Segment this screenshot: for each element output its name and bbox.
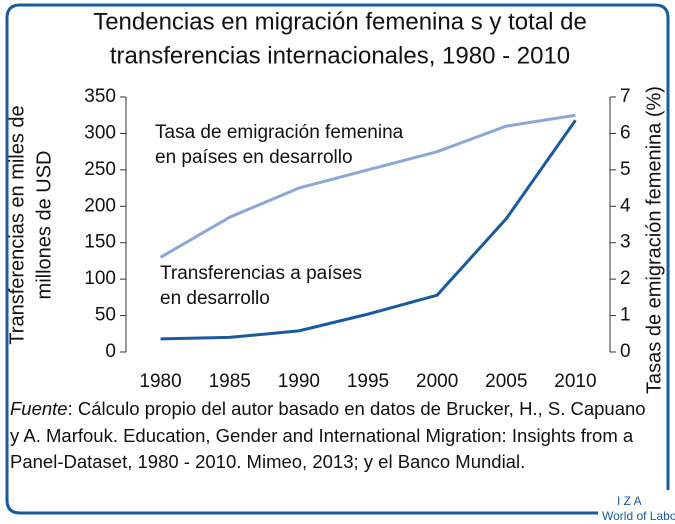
logo: World of Labor bbox=[602, 509, 675, 523]
x-tick-label: 2010 bbox=[554, 371, 596, 392]
x-tick-label: 1985 bbox=[209, 371, 251, 392]
y2-tick-label: 1 bbox=[620, 305, 631, 326]
y2-tick-label: 5 bbox=[620, 159, 631, 180]
chart-title: transferencias internacionales, 1980 - 2… bbox=[110, 42, 570, 69]
logo: I Z A bbox=[617, 494, 642, 508]
x-tick-label: 1980 bbox=[139, 371, 181, 392]
y-tick-label: 200 bbox=[84, 195, 116, 216]
y-tick-label: 350 bbox=[84, 86, 116, 107]
annotation: en desarrollo bbox=[160, 288, 270, 309]
y2-tick-label: 4 bbox=[620, 195, 631, 216]
y-tick-label: 150 bbox=[84, 232, 116, 253]
y-tick-label: 100 bbox=[84, 268, 116, 289]
y-tick-label: 50 bbox=[95, 305, 116, 326]
annotation: Transferencias a países bbox=[160, 263, 362, 284]
x-tick-label: 2005 bbox=[485, 371, 527, 392]
x-tick-label: 1990 bbox=[278, 371, 320, 392]
y2-tick-label: 7 bbox=[620, 86, 631, 107]
frame bbox=[5, 3, 670, 515]
x-tick-label: 2000 bbox=[416, 371, 458, 392]
y-axis-label: millones de USD bbox=[33, 151, 55, 300]
x-tick-label: 1995 bbox=[347, 371, 389, 392]
source-label: Fuente bbox=[10, 398, 68, 419]
annotation: Tasa de emigración femenina bbox=[155, 122, 404, 143]
line-series bbox=[159, 113, 576, 259]
y2-axis-label: Tasas de emigración femenina (%) bbox=[643, 86, 665, 394]
y2-tick-label: 0 bbox=[620, 341, 631, 362]
chart-title: Tendencias en migración femenina s y tot… bbox=[93, 8, 587, 35]
y2-tick-label: 2 bbox=[620, 268, 631, 289]
annotation: en países en desarrollo bbox=[155, 147, 353, 168]
line-series bbox=[160, 119, 577, 341]
y-tick-label: 0 bbox=[105, 341, 116, 362]
y2-tick-label: 6 bbox=[620, 122, 631, 143]
source-note: Fuente: Cálculo propio del autor basado … bbox=[10, 396, 650, 476]
y-tick-label: 300 bbox=[84, 122, 116, 143]
source-text: : Cálculo propio del autor basado en dat… bbox=[10, 398, 646, 472]
y-tick-label: 250 bbox=[84, 159, 116, 180]
y-axis-label: Transferencias en miles de bbox=[6, 105, 28, 344]
y2-tick-label: 3 bbox=[620, 232, 631, 253]
